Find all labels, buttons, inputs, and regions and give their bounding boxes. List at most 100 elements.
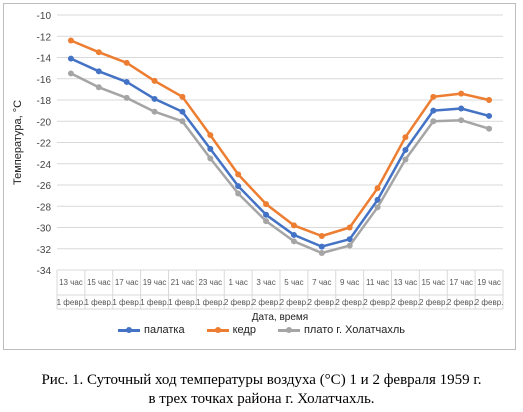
x-tick-date: 2 февр. <box>252 298 281 307</box>
x-tick-date: 1 февр. <box>57 298 86 307</box>
series-1-point <box>346 236 353 243</box>
series-1-point <box>318 243 325 250</box>
y-tick-label: -10 <box>37 11 52 22</box>
y-axis-label: Температура, °С <box>12 100 24 185</box>
x-tick-time: 17 час <box>115 278 139 287</box>
series-1-point <box>151 95 158 102</box>
series-3-point <box>179 118 186 125</box>
series-3-point <box>430 118 437 125</box>
x-tick-date: 2 февр. <box>280 298 309 307</box>
series-2-point <box>123 59 130 66</box>
series-1-point <box>374 196 381 203</box>
x-tick-time: 13 час <box>394 278 418 287</box>
legend-marker <box>214 326 221 333</box>
y-tick-label: -34 <box>37 266 52 277</box>
y-tick-label: -22 <box>37 139 52 150</box>
series-line-1 <box>70 57 490 248</box>
x-tick-time: 19 час <box>143 278 167 287</box>
x-tick-date: 2 февр. <box>335 298 364 307</box>
series-2-point <box>318 233 325 239</box>
y-tick-label: -20 <box>37 117 52 128</box>
legend-label: плато г. Холатчахль <box>303 324 405 336</box>
series-1-point <box>67 55 74 62</box>
series-3-point <box>374 204 381 211</box>
series-3-point <box>458 117 465 124</box>
legend-marker <box>285 326 292 333</box>
y-tick-label: -32 <box>37 245 52 256</box>
x-tick-date: 2 февр. <box>447 298 476 307</box>
series-3-point <box>402 156 409 163</box>
series-1-point <box>207 145 214 152</box>
figure-caption-line-2: в трех точках района г. Холатчахль. <box>148 391 375 407</box>
series-2-point <box>346 224 353 231</box>
series-1-point <box>402 146 409 153</box>
x-tick-time: 11 час <box>366 278 389 287</box>
series-2-point <box>458 90 465 97</box>
series-3-point <box>318 250 325 256</box>
x-tick-time: 3 час <box>256 278 275 287</box>
series-line-2 <box>70 39 490 238</box>
legend-swatch <box>277 326 300 333</box>
series-1-point <box>179 108 186 115</box>
line-chart: -34 -32 -30 -28 -26 -24 -22 -20 -18 -16 -14 -12 -10 Т… <box>12 11 504 323</box>
y-tick-label: -26 <box>37 181 52 192</box>
x-tick-time: 9 час <box>340 278 359 287</box>
series-1-point <box>235 183 242 190</box>
y-tick-label: -30 <box>37 224 52 235</box>
x-tick-date: 2 февр. <box>308 298 337 307</box>
x-tick-date: 1 февр. <box>168 298 197 307</box>
series-1-point <box>458 105 465 112</box>
x-tick-date: 2 февр. <box>224 298 253 307</box>
series-3-point <box>263 218 270 225</box>
chart-frame <box>3 3 516 350</box>
x-tick-time: 21 час <box>171 278 195 287</box>
legend-marker <box>126 326 132 333</box>
legend-item-3: плато г. Холатчахль <box>277 324 405 336</box>
series-3-point <box>207 155 214 162</box>
series-1-point <box>486 112 493 119</box>
x-tick-time: 13 час <box>59 278 83 287</box>
series-2-point <box>374 185 381 192</box>
x-tick-date: 2 февр. <box>363 298 392 307</box>
y-tick-label: -24 <box>37 160 52 171</box>
legend-label: палатка <box>144 324 185 336</box>
series-3-point <box>151 108 158 115</box>
x-axis-label: Дата, время <box>252 312 308 323</box>
series-2-point <box>151 77 158 84</box>
series-2-point <box>179 93 186 100</box>
x-tick-date: 1 февр. <box>112 298 141 307</box>
legend-label: кедр <box>232 324 256 336</box>
series-3-point <box>346 242 353 249</box>
series-1-point <box>123 78 130 85</box>
legend-swatch <box>118 326 140 333</box>
y-tick-label: -28 <box>37 202 52 213</box>
series-2-point <box>207 132 214 139</box>
legend-item-2: кедр <box>206 324 256 336</box>
series-1-point <box>430 107 437 114</box>
x-tick-time: 15 час <box>87 278 111 287</box>
x-tick-time: 19 час <box>477 278 501 287</box>
x-tick-time: 5 час <box>284 278 303 287</box>
x-tick-time: 17 час <box>449 278 473 287</box>
y-tick-label: -12 <box>37 32 52 43</box>
series-3-point <box>95 84 102 91</box>
series-2-point <box>430 93 437 100</box>
x-tick-time: 1 час <box>229 278 248 287</box>
series-3-point <box>290 238 297 245</box>
series-2-point <box>290 222 297 229</box>
series-3-point <box>486 125 493 132</box>
legend-swatch <box>206 326 229 333</box>
chart-legend: палатка кедр плато г. Холатчахль <box>0 324 523 336</box>
series-2-point <box>235 171 242 178</box>
series-line-3 <box>70 72 490 255</box>
y-tick-label: -18 <box>37 96 52 107</box>
y-tick-label: -16 <box>37 75 52 86</box>
series-3-point <box>67 70 74 77</box>
figure-caption-line-1: Рис. 1. Суточный ход температуры воздуха… <box>41 372 482 388</box>
x-tick-date: 2 февр. <box>391 298 420 307</box>
series-3-point <box>235 190 242 197</box>
series-3-point <box>123 94 130 101</box>
x-tick-time: 15 час <box>421 278 445 287</box>
y-tick-label: -14 <box>37 54 52 65</box>
x-tick-date: 1 февр. <box>196 298 225 307</box>
